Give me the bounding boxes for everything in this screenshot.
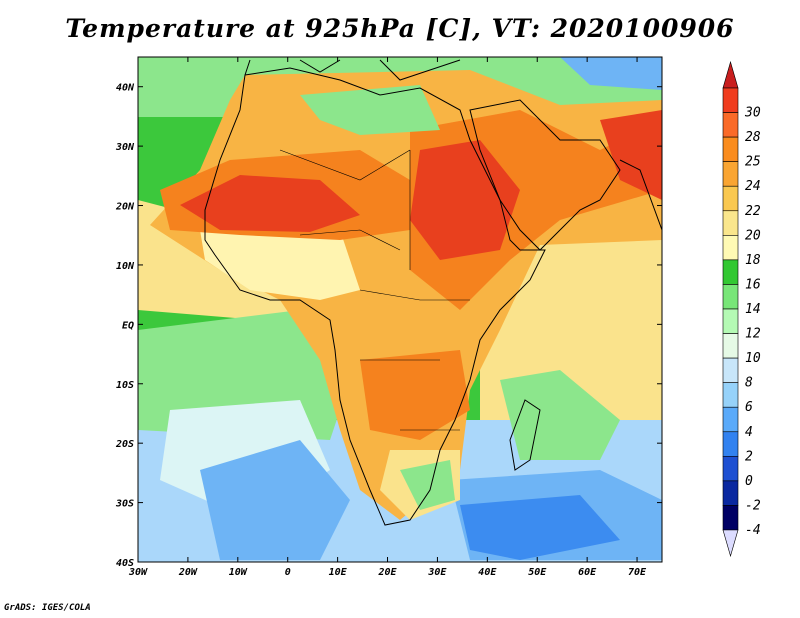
lon-tick-label: 10W: [229, 567, 248, 578]
colorbar-label: 20: [745, 228, 761, 243]
longitude-axis: 30W 20W 10W 0 10E 20E 30E 40E 50E 60E 70E: [128, 57, 647, 578]
colorbar-band: [722, 333, 739, 359]
lat-tick-label: 10N: [116, 261, 135, 272]
lon-tick-label: 20E: [377, 567, 397, 578]
field-med-green: [300, 85, 440, 135]
europe-coastline: [244, 59, 461, 81]
colorbar-band: [722, 161, 739, 187]
lon-tick-label: 30E: [427, 567, 447, 578]
lat-tick-label: EQ: [122, 320, 134, 331]
india-coastline: [619, 159, 662, 231]
colorbar-band: [722, 136, 739, 162]
field-arabian-sea: [540, 200, 662, 410]
colorbar-label: -2: [745, 498, 761, 513]
colorbar-label: 10: [745, 351, 761, 366]
colorbar-band: [722, 480, 739, 506]
lat-tick-label: 30N: [115, 142, 135, 153]
colorbar-label: 6: [745, 400, 753, 415]
colorbar-label: 25: [745, 155, 761, 170]
lat-tick-label: 10S: [116, 380, 134, 391]
lat-tick-label: 30S: [115, 499, 134, 510]
colorbar-label: 22: [745, 204, 761, 219]
colorbar-band: [722, 505, 739, 531]
temperature-field: [138, 57, 662, 562]
plot-frame: [137, 56, 663, 563]
lon-tick-label: 10E: [329, 567, 348, 578]
lon-tick-label: 70E: [628, 567, 647, 578]
lon-tick-label: 20W: [178, 567, 198, 578]
field-mozambique: [500, 370, 620, 460]
colorbar-band: [722, 382, 739, 408]
colorbar-label: 24: [745, 179, 761, 194]
field-south-atlantic-blue: [200, 440, 350, 560]
colorbar-label: 4: [745, 425, 753, 440]
colorbar-band: [722, 87, 739, 113]
colorbar-label: 12: [745, 327, 761, 342]
lat-tick-label: 20S: [115, 439, 134, 450]
colorbar-label: 16: [745, 277, 761, 292]
colorbar-top-arrow: [722, 60, 739, 89]
lat-tick-label: 20N: [115, 202, 135, 213]
colorbar-label: 0: [745, 474, 753, 489]
country-borders: [279, 149, 470, 431]
field-land-hot-sudan: [410, 140, 520, 260]
lon-tick-label: 50E: [528, 567, 547, 578]
colorbar-band: [722, 210, 739, 236]
colorbar-band: [722, 112, 739, 138]
field-north-blue: [560, 57, 662, 90]
colorbar-label: 8: [745, 376, 753, 391]
lon-tick-label: 40E: [478, 567, 497, 578]
field-land-cream: [200, 230, 360, 300]
madagascar-coastline: [509, 399, 541, 471]
colorbar-band: [722, 235, 739, 261]
colorbar-label: 30: [744, 106, 761, 121]
colorbar-band: [722, 357, 739, 383]
colorbar-label: 14: [745, 302, 761, 317]
colorbar-label: 2: [745, 449, 753, 464]
map-title: Temperature at 925hPa [C], VT: 202010090…: [65, 14, 735, 43]
colorbar-band: [722, 284, 739, 310]
lon-tick-label: 0: [285, 567, 291, 578]
colorbar-label: -4: [745, 523, 761, 538]
colorbar-band: [722, 431, 739, 457]
grads-credit: GrADS: IGES/COLA: [4, 603, 91, 613]
colorbar-band: [722, 406, 739, 433]
lat-tick-label: 40N: [116, 83, 135, 94]
colorbar-band: [722, 185, 739, 212]
colorbar-band: [722, 259, 739, 285]
field-land-warm-south: [360, 350, 470, 440]
colorbar-label: 28: [745, 130, 761, 145]
lon-tick-label: 60E: [578, 567, 597, 578]
coastlines: [204, 59, 662, 526]
colorbar-band: [722, 308, 739, 334]
colorbar-bottom-arrow: [722, 529, 739, 558]
field-deep-blue: [460, 495, 620, 560]
arabia-coastline: [469, 99, 621, 251]
lon-tick-label: 30W: [128, 567, 148, 578]
africa-coastline: [204, 67, 546, 526]
colorbar-band: [722, 456, 739, 482]
latitude-axis: 40N 30N 20N 10N EQ 10S 20S 30S 40S: [115, 83, 662, 569]
field-land-hot-sahara: [180, 175, 360, 232]
field-land-hot-india: [600, 110, 662, 200]
lat-tick-label: 40S: [116, 558, 134, 569]
colorbar-label: 18: [745, 253, 761, 268]
field-land-green-south: [400, 460, 455, 510]
